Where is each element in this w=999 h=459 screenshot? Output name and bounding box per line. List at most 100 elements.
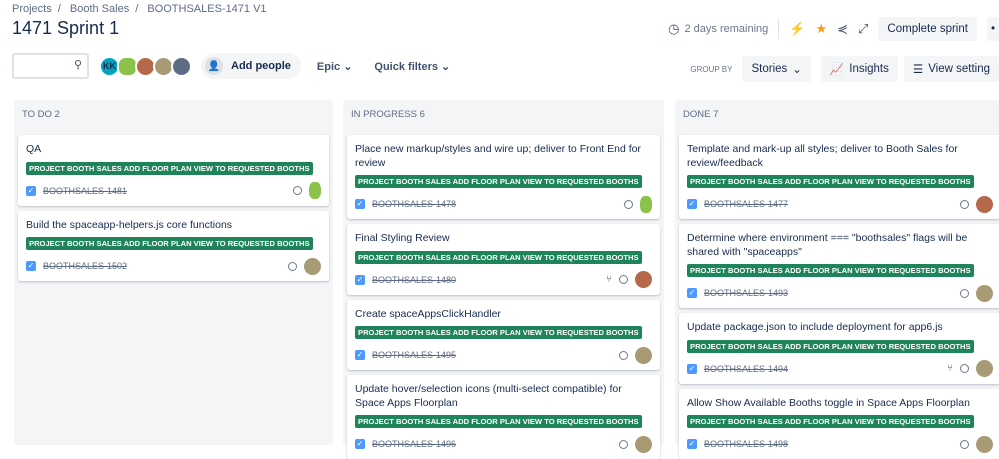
- column-header: DONE 7: [679, 100, 999, 135]
- card-title: Determine where environment === "boothsa…: [687, 232, 993, 259]
- epic-lozenge[interactable]: PROJECT BOOTH SALES ADD FLOOR PLAN VIEW …: [687, 264, 974, 277]
- issue-card[interactable]: Create spaceAppsClickHandler PROJECT BOO…: [347, 300, 660, 371]
- priority-circle-icon: [624, 200, 633, 209]
- chart-icon: 📈: [830, 62, 844, 76]
- add-person-icon: 👤: [205, 57, 223, 75]
- issue-key[interactable]: BOOTHSALES-1480: [372, 275, 606, 285]
- card-title: Update hover/selection icons (multi-sele…: [355, 383, 652, 410]
- epic-lozenge[interactable]: PROJECT BOOTH SALES ADD FLOOR PLAN VIEW …: [355, 326, 642, 339]
- assignee-avatar[interactable]: [976, 285, 993, 302]
- epic-label: Epic: [317, 61, 340, 73]
- epic-lozenge[interactable]: PROJECT BOOTH SALES ADD FLOOR PLAN VIEW …: [687, 415, 974, 428]
- issue-key[interactable]: BOOTHSALES-1498: [704, 439, 960, 449]
- checkbox-icon: ✓: [355, 275, 365, 285]
- assignee-avatar[interactable]: [635, 271, 652, 288]
- board-column: TO DO 2 QA PROJECT BOOTH SALES ADD FLOOR…: [14, 100, 333, 445]
- checkbox-icon: ✓: [26, 261, 36, 271]
- epic-lozenge[interactable]: PROJECT BOOTH SALES ADD FLOOR PLAN VIEW …: [26, 162, 313, 175]
- breadcrumb: Projects/ Booth Sales/ BOOTHSALES-1471 V…: [12, 3, 273, 15]
- group-by-value: Stories: [751, 63, 787, 75]
- assignee-avatar[interactable]: [635, 347, 652, 364]
- priority-circle-icon: [960, 289, 969, 298]
- breadcrumb-booth-sales[interactable]: Booth Sales: [70, 3, 129, 15]
- clock-icon: ◷: [668, 21, 679, 37]
- epic-lozenge[interactable]: PROJECT BOOTH SALES ADD FLOOR PLAN VIEW …: [355, 415, 642, 428]
- add-people-button[interactable]: 👤Add people: [201, 53, 301, 79]
- time-remaining: 2 days remaining: [684, 23, 768, 35]
- issue-card[interactable]: Update package.json to include deploymen…: [679, 313, 999, 384]
- breadcrumb-projects[interactable]: Projects: [12, 3, 52, 15]
- group-by-select[interactable]: Stories⌄: [742, 56, 810, 82]
- star-icon[interactable]: ★: [815, 21, 827, 37]
- assignee-avatar[interactable]: [976, 196, 993, 213]
- epic-filter[interactable]: Epic ⌄: [317, 60, 353, 73]
- epic-lozenge[interactable]: PROJECT BOOTH SALES ADD FLOOR PLAN VIEW …: [26, 237, 313, 250]
- issue-card[interactable]: Allow Show Available Booths toggle in Sp…: [679, 389, 999, 459]
- checkbox-icon: ✓: [26, 186, 36, 196]
- issue-key[interactable]: BOOTHSALES-1494: [704, 364, 947, 374]
- lightning-icon[interactable]: ⚡: [789, 21, 805, 37]
- epic-lozenge[interactable]: PROJECT BOOTH SALES ADD FLOOR PLAN VIEW …: [355, 251, 642, 264]
- avatar[interactable]: [171, 56, 192, 77]
- share-icon[interactable]: ⋞: [837, 21, 848, 37]
- issue-key[interactable]: BOOTHSALES-1493: [704, 288, 960, 298]
- more-button[interactable]: •: [987, 17, 999, 41]
- issue-key[interactable]: BOOTHSALES-1495: [372, 350, 619, 360]
- epic-lozenge[interactable]: PROJECT BOOTH SALES ADD FLOOR PLAN VIEW …: [687, 340, 974, 353]
- epic-lozenge[interactable]: PROJECT BOOTH SALES ADD FLOOR PLAN VIEW …: [355, 175, 642, 188]
- card-title: QA: [26, 143, 321, 157]
- issue-key[interactable]: BOOTHSALES-1496: [372, 439, 619, 449]
- page-title: 1471 Sprint 1: [12, 18, 119, 39]
- board-column: IN PROGRESS 6 Place new markup/styles an…: [343, 100, 664, 445]
- issue-key[interactable]: BOOTHSALES-1481: [43, 186, 293, 196]
- board-column: DONE 7 Template and mark-up all styles; …: [675, 100, 999, 445]
- issue-card[interactable]: Build the spaceapp-helpers.js core funct…: [18, 211, 329, 282]
- checkbox-icon: ✓: [355, 350, 365, 360]
- insights-label: Insights: [849, 63, 889, 75]
- assignee-avatar[interactable]: [976, 360, 993, 377]
- group-by-label: GROUP BY: [690, 65, 732, 74]
- priority-circle-icon: [288, 262, 297, 271]
- issue-card[interactable]: Determine where environment === "boothsa…: [679, 224, 999, 308]
- card-title: Place new markup/styles and wire up; del…: [355, 143, 652, 170]
- issue-card[interactable]: QA PROJECT BOOTH SALES ADD FLOOR PLAN VI…: [18, 135, 329, 206]
- assignee-avatar[interactable]: [640, 196, 652, 213]
- issue-card[interactable]: Template and mark-up all styles; deliver…: [679, 135, 999, 219]
- priority-circle-icon: [619, 275, 628, 284]
- checkbox-icon: ✓: [355, 199, 365, 209]
- chevron-down-icon: ⌄: [343, 61, 352, 73]
- issue-key[interactable]: BOOTHSALES-1502: [43, 261, 288, 271]
- branch-icon: ⑂: [947, 363, 953, 374]
- issue-card[interactable]: Place new markup/styles and wire up; del…: [347, 135, 660, 219]
- priority-circle-icon: [960, 364, 969, 373]
- branch-icon: ⑂: [606, 274, 612, 285]
- checkbox-icon: ✓: [355, 439, 365, 449]
- issue-key[interactable]: BOOTHSALES-1477: [704, 199, 960, 209]
- view-settings-label: View setting: [928, 63, 990, 75]
- quick-filters[interactable]: Quick filters ⌄: [374, 60, 450, 73]
- assignee-avatar[interactable]: [304, 258, 321, 275]
- breadcrumb-issue[interactable]: BOOTHSALES-1471 V1: [147, 3, 266, 15]
- card-title: Update package.json to include deploymen…: [687, 321, 993, 335]
- issue-card[interactable]: Final Styling Review PROJECT BOOTH SALES…: [347, 224, 660, 295]
- search-icon: ⚲: [74, 58, 82, 71]
- view-settings-button[interactable]: ☰ View setting: [904, 56, 999, 82]
- expand-icon[interactable]: ⤢: [858, 21, 868, 37]
- issue-card[interactable]: Update hover/selection icons (multi-sele…: [347, 375, 660, 459]
- card-title: Allow Show Available Booths toggle in Sp…: [687, 397, 993, 411]
- assignee-avatar[interactable]: [635, 436, 652, 453]
- assignee-avatar[interactable]: [976, 436, 993, 453]
- issue-key[interactable]: BOOTHSALES-1478: [372, 199, 624, 209]
- search-input[interactable]: ⚲: [12, 53, 89, 79]
- column-header: IN PROGRESS 6: [347, 100, 660, 135]
- insights-button[interactable]: 📈 Insights: [821, 56, 898, 82]
- epic-lozenge[interactable]: PROJECT BOOTH SALES ADD FLOOR PLAN VIEW …: [687, 175, 974, 188]
- card-title: Build the spaceapp-helpers.js core funct…: [26, 219, 321, 233]
- complete-sprint-button[interactable]: Complete sprint: [878, 17, 977, 41]
- assignee-avatar[interactable]: [309, 182, 321, 199]
- priority-circle-icon: [619, 351, 628, 360]
- card-title: Final Styling Review: [355, 232, 652, 246]
- sliders-icon: ☰: [913, 62, 923, 76]
- chevron-down-icon: ⌄: [441, 61, 450, 73]
- sprint-actions: ◷ 2 days remaining ⚡ ★ ⋞ ⤢ Complete sprin…: [668, 17, 999, 41]
